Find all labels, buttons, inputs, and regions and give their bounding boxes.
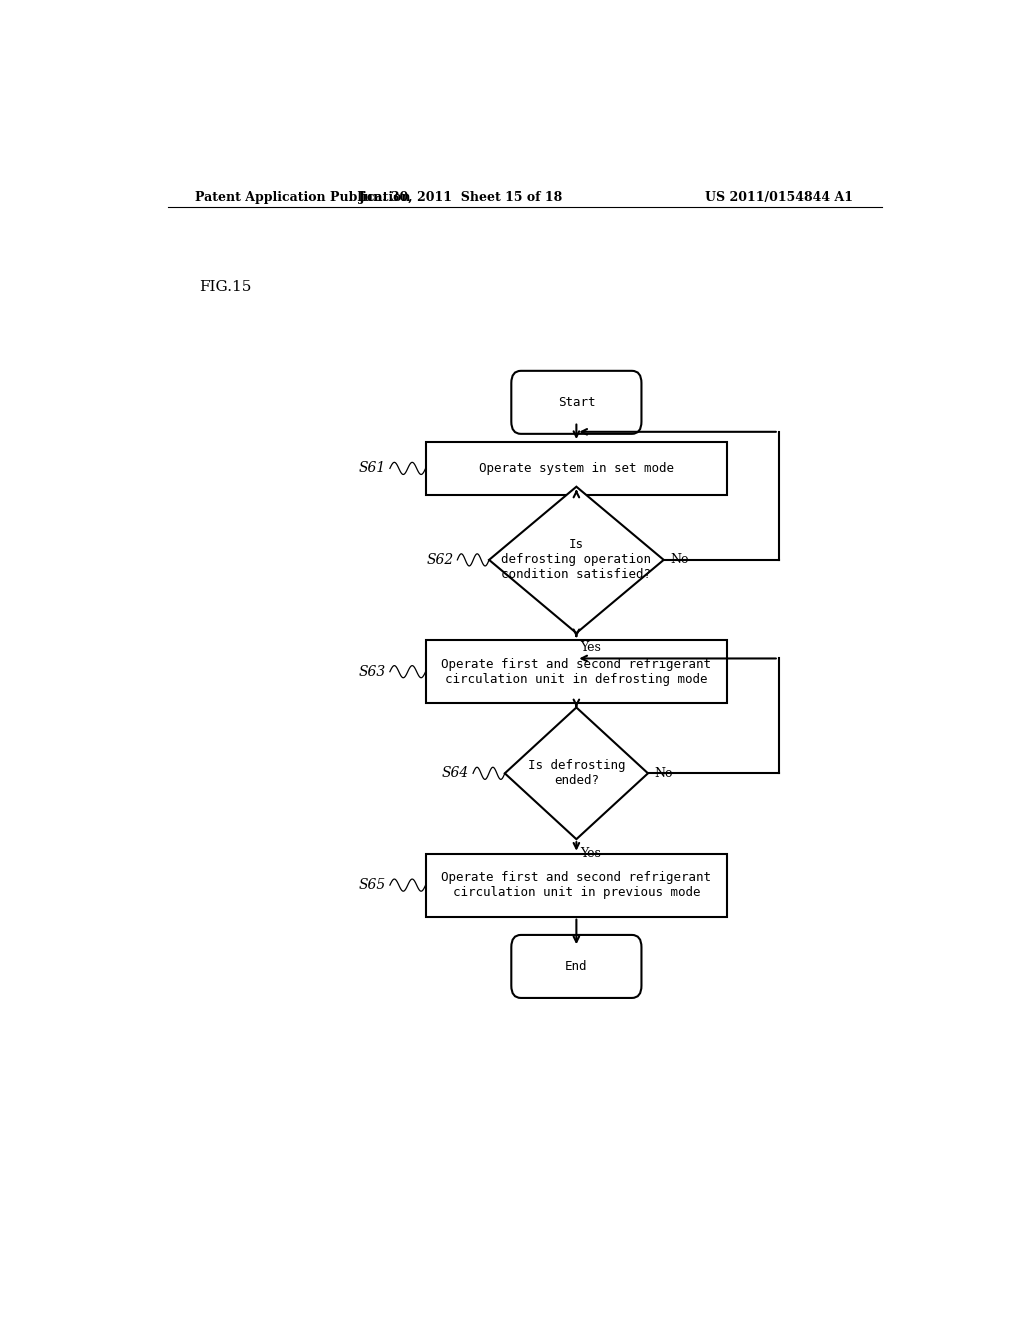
Text: Jun. 30, 2011  Sheet 15 of 18: Jun. 30, 2011 Sheet 15 of 18 xyxy=(359,190,563,203)
Text: Is defrosting
ended?: Is defrosting ended? xyxy=(527,759,625,787)
FancyBboxPatch shape xyxy=(511,935,641,998)
Text: FIG.15: FIG.15 xyxy=(200,280,252,294)
Text: Operate first and second refrigerant
circulation unit in previous mode: Operate first and second refrigerant cir… xyxy=(441,871,712,899)
Bar xyxy=(426,640,727,704)
Text: Yes: Yes xyxy=(581,642,601,655)
Text: No: No xyxy=(654,767,673,780)
Text: S65: S65 xyxy=(358,878,386,892)
Text: Is
defrosting operation
condition satisfied?: Is defrosting operation condition satisf… xyxy=(502,539,651,581)
Text: Operate first and second refrigerant
circulation unit in defrosting mode: Operate first and second refrigerant cir… xyxy=(441,657,712,685)
Text: S62: S62 xyxy=(426,553,454,566)
Bar xyxy=(426,442,727,495)
Bar xyxy=(426,854,727,916)
Text: Start: Start xyxy=(558,396,595,409)
Text: Operate system in set mode: Operate system in set mode xyxy=(479,462,674,475)
Text: S63: S63 xyxy=(358,665,386,678)
Polygon shape xyxy=(505,708,648,840)
Text: US 2011/0154844 A1: US 2011/0154844 A1 xyxy=(705,190,853,203)
Text: End: End xyxy=(565,960,588,973)
Text: S64: S64 xyxy=(441,767,469,780)
Text: Yes: Yes xyxy=(581,847,601,861)
Text: S61: S61 xyxy=(358,462,386,475)
Text: No: No xyxy=(670,553,688,566)
FancyBboxPatch shape xyxy=(511,371,641,434)
Text: Patent Application Publication: Patent Application Publication xyxy=(196,190,411,203)
Polygon shape xyxy=(489,487,664,634)
